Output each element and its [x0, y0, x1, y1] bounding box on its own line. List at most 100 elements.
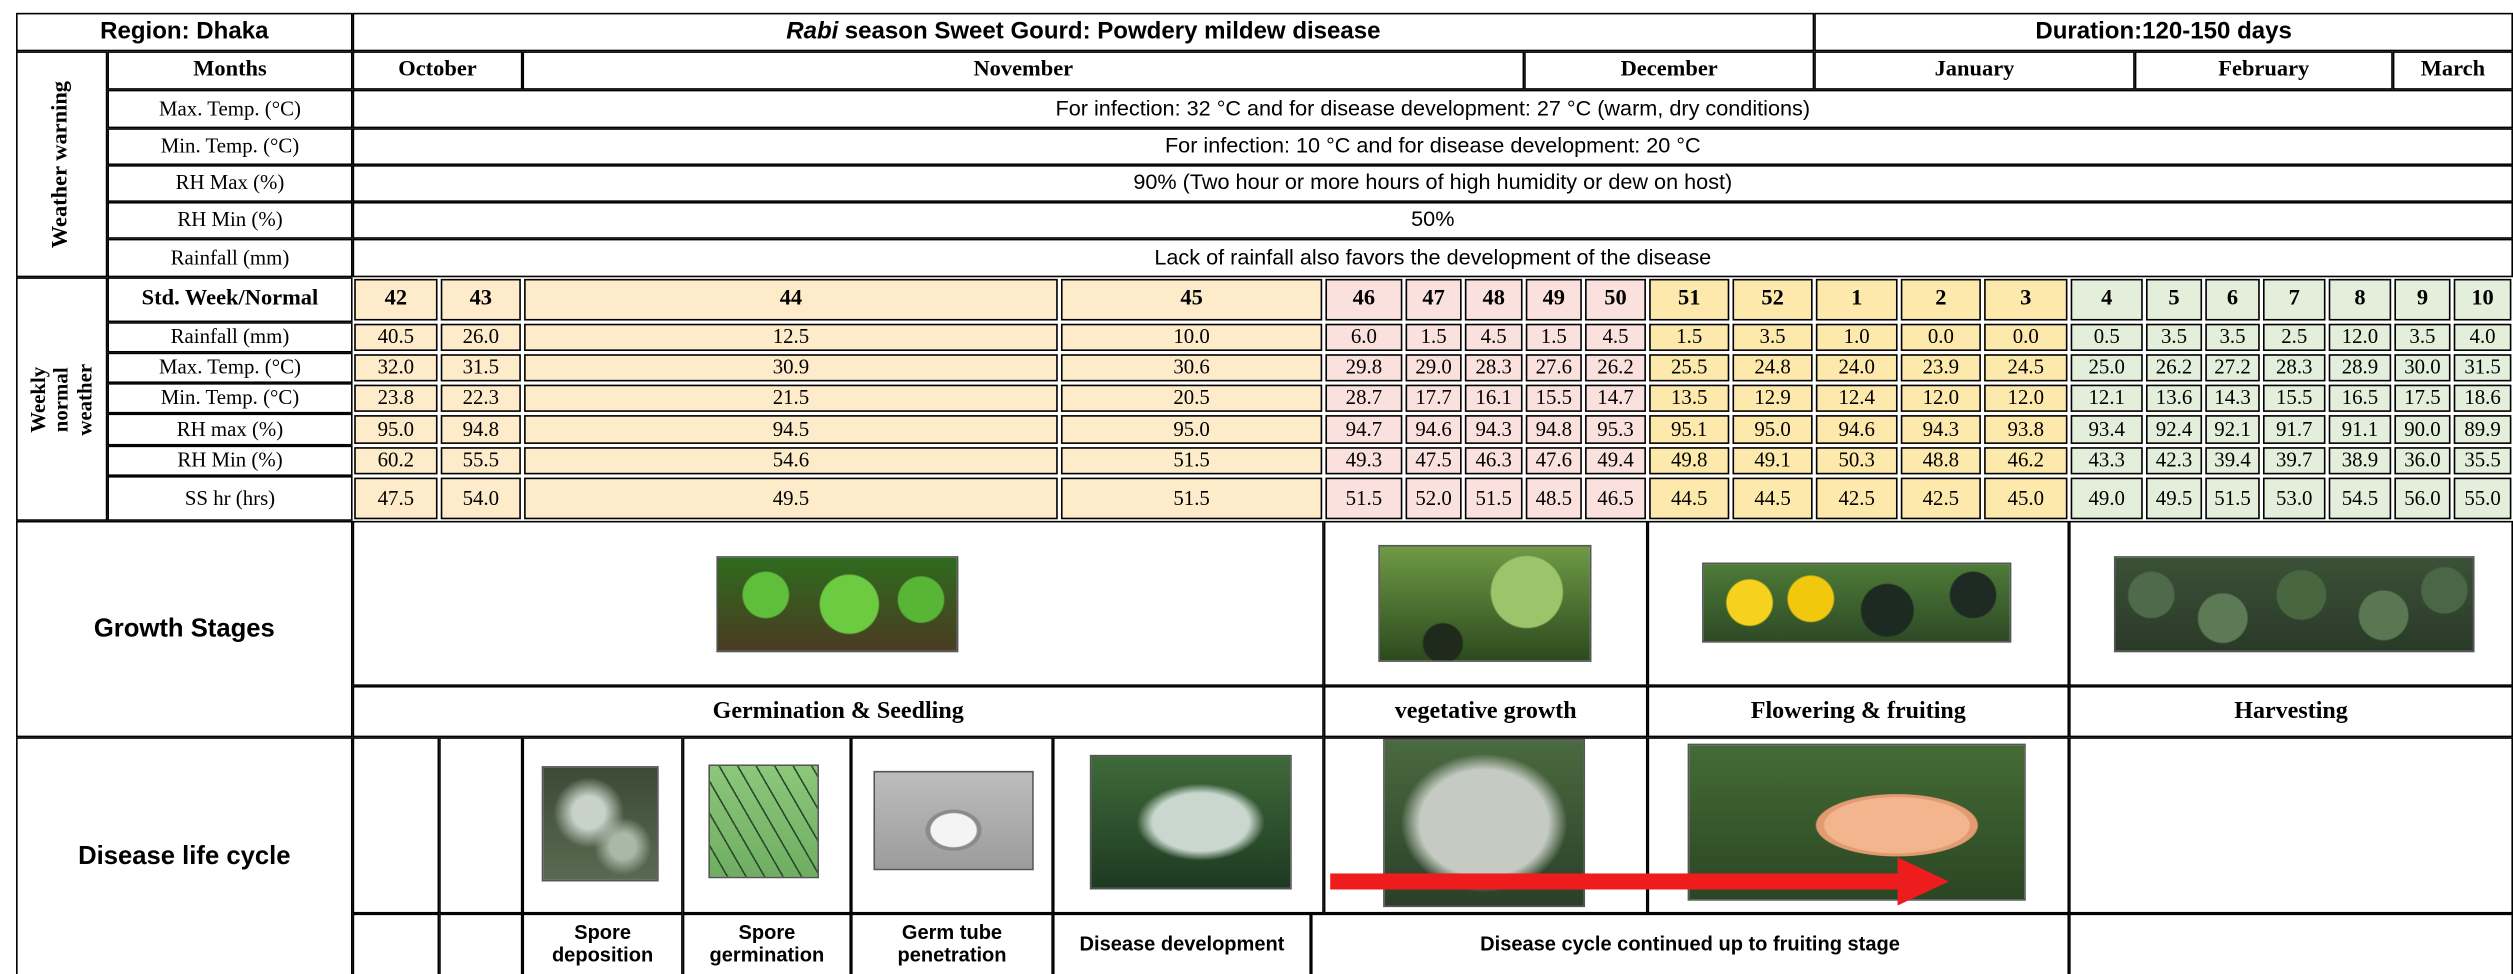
param: RH Min (%) [107, 202, 352, 239]
weekly-value: 3.5 [2146, 324, 2202, 351]
vertical-label: Weekly normal weather [27, 355, 96, 443]
week: 6 [2205, 279, 2259, 321]
weekly-value: 44.5 [1649, 478, 1729, 520]
week: 1 [1816, 279, 1898, 321]
stage: Disease development [1053, 914, 1311, 974]
weekly-value: 89.9 [2454, 415, 2512, 444]
title-italic: Rabi [786, 19, 838, 45]
month: January [1814, 51, 2135, 89]
month: March [2393, 51, 2513, 89]
week: 49 [1526, 279, 1582, 321]
section-label: Growth Stages [16, 521, 353, 737]
photo-cell [353, 737, 440, 913]
weekly-value: 25.5 [1649, 354, 1729, 381]
weekly-value: 52.0 [1406, 478, 1462, 520]
weekly-value: 35.5 [2454, 447, 2512, 474]
weekly-value: 6.0 [1325, 324, 1402, 351]
condition: For infection: 32 °C and for disease dev… [353, 90, 2513, 128]
weekly-value: 12.5 [524, 324, 1058, 351]
weekly-value: 91.1 [2329, 415, 2392, 444]
header-label: Std. Week/Normal [107, 277, 352, 322]
week: 4 [2071, 279, 2143, 321]
weekly-value: 12.0 [1901, 385, 1981, 412]
page: Region: DhakaRabiseason Sweet Gourd: Pow… [0, 0, 2513, 974]
stage: Germination & Seedling [353, 686, 1324, 737]
weekly-value: 0.0 [1984, 324, 2067, 351]
param: Max. Temp. (°C) [107, 90, 352, 128]
photo [873, 771, 1033, 870]
weekly-value: 54.5 [2329, 478, 2392, 520]
weekly-value: 40.5 [354, 324, 437, 351]
weekly-value: 29.8 [1325, 354, 1402, 381]
months-label: Months [107, 51, 352, 89]
weekly-value: 3.5 [1732, 324, 1812, 351]
weekly-value: 93.8 [1984, 415, 2067, 444]
param: Rainfall (mm) [107, 239, 352, 277]
weekly-value: 15.5 [2263, 385, 2326, 412]
weekly-value: 49.3 [1325, 447, 1402, 474]
photo-cell [439, 737, 522, 913]
photo-cell [2069, 737, 2513, 913]
photo [542, 766, 659, 881]
week: 48 [1465, 279, 1523, 321]
weekly-value: 14.7 [1585, 385, 1646, 412]
weekly-value: 32.0 [354, 354, 437, 381]
weekly-value: 49.5 [2146, 478, 2202, 520]
param: RH Max (%) [107, 165, 352, 202]
week: 8 [2329, 279, 2392, 321]
weekly-value: 28.3 [2263, 354, 2326, 381]
weekly-value: 24.5 [1984, 354, 2067, 381]
weekly-value: 26.0 [441, 324, 521, 351]
month: October [353, 51, 523, 89]
empty-cell [2069, 914, 2513, 974]
month: December [1524, 51, 1814, 89]
weekly-value: 95.0 [354, 415, 437, 444]
weekly-value: 18.6 [2454, 385, 2512, 412]
photo [1378, 545, 1591, 662]
month: November [522, 51, 1524, 89]
weekly-value: 24.8 [1732, 354, 1812, 381]
duration: Duration:120-150 days [1814, 13, 2513, 51]
weekly-value: 17.5 [2394, 385, 2450, 412]
param: Max. Temp. (°C) [107, 353, 352, 383]
empty-cell [353, 914, 440, 974]
weekly-value: 17.7 [1406, 385, 1462, 412]
week: 7 [2263, 279, 2326, 321]
photo [708, 764, 819, 878]
weekly-value: 23.9 [1901, 354, 1981, 381]
weekly-value: 48.5 [1526, 478, 1582, 520]
param: SS hr (hrs) [107, 476, 352, 521]
empty-cell [439, 914, 522, 974]
weekly-value: 20.5 [1061, 385, 1322, 412]
weekly-value: 91.7 [2263, 415, 2326, 444]
weekly-value: 4.0 [2454, 324, 2512, 351]
weekly-value: 93.4 [2071, 415, 2143, 444]
weekly-value: 51.5 [1061, 447, 1322, 474]
param: Min. Temp. (°C) [107, 128, 352, 165]
week: 50 [1585, 279, 1646, 321]
weekly-value: 95.0 [1732, 415, 1812, 444]
photo [1383, 739, 1585, 907]
condition: For infection: 10 °C and for disease dev… [353, 128, 2513, 165]
photo [1090, 755, 1292, 890]
stage: Disease cycle continued up to fruiting s… [1311, 914, 2069, 974]
month: February [2135, 51, 2393, 89]
weekly-value: 31.5 [2454, 354, 2512, 381]
weekly-value: 50.3 [1816, 447, 1898, 474]
weekly-value: 12.9 [1732, 385, 1812, 412]
week: 42 [354, 279, 437, 321]
week: 51 [1649, 279, 1729, 321]
weekly-value: 27.6 [1526, 354, 1582, 381]
weekly-value: 95.0 [1061, 415, 1322, 444]
week: 47 [1406, 279, 1462, 321]
week: 10 [2454, 279, 2512, 321]
photo [1688, 744, 2026, 901]
weekly-value: 54.0 [441, 478, 521, 520]
region: Region: Dhaka [16, 13, 353, 51]
weekly-value: 48.8 [1901, 447, 1981, 474]
weekly-value: 31.5 [441, 354, 521, 381]
weekly-value: 43.3 [2071, 447, 2143, 474]
weekly-value: 92.4 [2146, 415, 2202, 444]
weekly-value: 47.5 [1406, 447, 1462, 474]
